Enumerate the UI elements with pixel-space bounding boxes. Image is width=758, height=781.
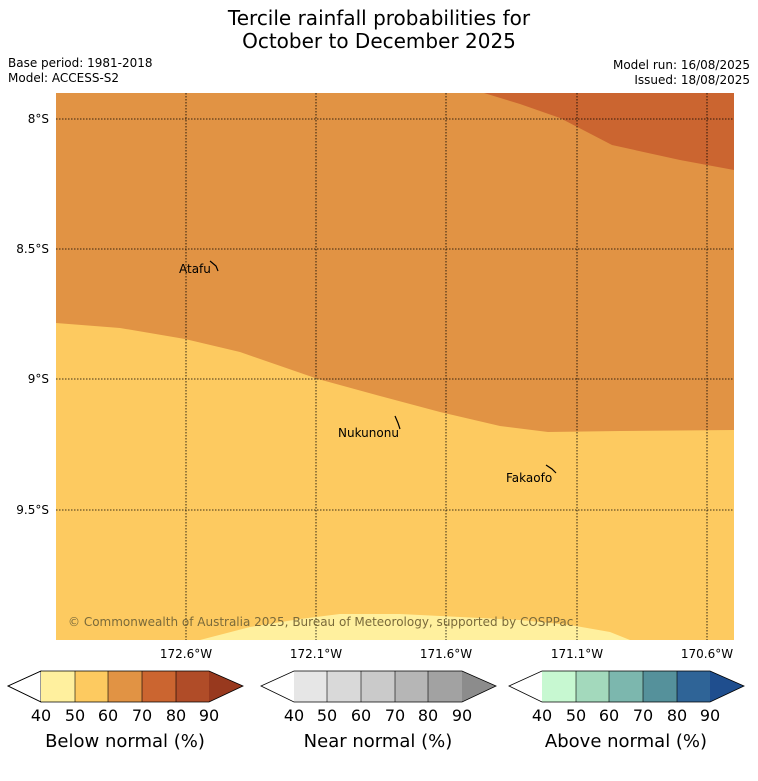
base-period: Base period: 1981-2018 [8, 56, 153, 70]
colorbar-tick: 80 [667, 706, 687, 725]
colorbar-tick: 70 [385, 706, 405, 725]
colorbar-tick: 60 [599, 706, 619, 725]
colorbar-near: 40 50 60 70 80 90 Near normal (%) [260, 670, 497, 752]
colorbar-tick: 40 [284, 706, 304, 725]
colorbar-below-bin [176, 671, 209, 702]
colorbar-tick: 90 [700, 706, 720, 725]
colorbar-near-bin [294, 671, 327, 702]
colorbar-above-bin [609, 671, 643, 702]
lon-tick-label: 170.6°W [681, 647, 733, 661]
model-run: Model run: 16/08/2025 [612, 58, 750, 72]
place-label-nukunonu: Nukunonu [338, 426, 399, 440]
colorbar-tick: 50 [65, 706, 85, 725]
map-title-line1: Tercile rainfall probabilities for [227, 6, 531, 30]
colorbar-near-title: Near normal (%) [304, 731, 453, 752]
lon-tick-label: 171.1°W [551, 647, 603, 661]
colorbar-tick: 40 [31, 706, 51, 725]
model-name: Model: ACCESS-S2 [8, 71, 120, 85]
colorbar-above-bin [677, 671, 710, 702]
lat-tick-label: 8.5°S [16, 242, 49, 256]
colorbar-above-min-arrow [509, 671, 542, 702]
colorbar-tick: 80 [418, 706, 438, 725]
map-title-line2: October to December 2025 [242, 29, 516, 53]
colorbar-tick: 40 [532, 706, 552, 725]
region-below-40-50 [200, 614, 630, 640]
lon-tick-label: 171.6°W [420, 647, 472, 661]
colorbar-tick: 60 [98, 706, 118, 725]
colorbar-tick: 90 [199, 706, 219, 725]
colorbar-above-title: Above normal (%) [545, 731, 707, 752]
region-below-60-70 [56, 93, 734, 432]
meta-right: Model run: 16/08/2025 Issued: 18/08/2025 [613, 58, 750, 88]
latitude-ticks: 8°S 8.5°S 9°S 9.5°S [16, 112, 49, 517]
map-panel: Atafu Nukunonu Fakaofo © Commonwealth of… [56, 93, 734, 640]
colorbar-below-bin [75, 671, 108, 702]
colorbar-near-bin [428, 671, 462, 702]
lon-tick-label: 172.1°W [290, 647, 342, 661]
colorbar-below-min-arrow [7, 670, 42, 703]
colorbar-near-bin [395, 671, 428, 702]
colorbar-below: 40 50 60 70 80 90 Below normal (%) [7, 670, 244, 752]
colorbar-above-max-arrow [710, 671, 744, 702]
colorbar-near-max-arrow [462, 671, 496, 702]
colorbar-tick: 60 [351, 706, 371, 725]
colorbar-below-bin [142, 671, 176, 702]
nukunonu-island [394, 415, 401, 430]
fakaofo-island [545, 464, 557, 474]
lon-tick-label: 172.6°W [160, 647, 212, 661]
colorbar-tick: 50 [566, 706, 586, 725]
lat-tick-label: 8°S [28, 112, 49, 126]
atafu-island [209, 260, 219, 272]
lat-tick-label: 9°S [28, 372, 49, 386]
colorbar-below-max-arrow [209, 671, 243, 702]
colorbar-above-bin [542, 671, 576, 702]
colorbar-below-bin [41, 671, 75, 702]
place-label-atafu: Atafu [179, 262, 211, 276]
colorbar-tick: 50 [317, 706, 337, 725]
issued-date: Issued: 18/08/2025 [634, 73, 750, 87]
copyright-notice: © Commonwealth of Australia 2025, Bureau… [68, 615, 573, 629]
lat-tick-label: 9.5°S [16, 503, 49, 517]
longitude-ticks: 172.6°W 172.1°W 171.6°W 171.1°W 170.6°W [160, 647, 733, 661]
colorbar-tick: 70 [633, 706, 653, 725]
colorbar-below-bin [108, 671, 142, 702]
region-below-70-80 [484, 93, 734, 170]
colorbar-above-bin [643, 671, 677, 702]
island-outlines [209, 260, 557, 474]
colorbar-tick: 70 [132, 706, 152, 725]
graticule [56, 93, 734, 640]
colorbar-above: 40 50 60 70 80 90 Above normal (%) [508, 670, 745, 752]
colorbar-tick: 90 [452, 706, 472, 725]
colorbar-above-bin [576, 671, 609, 702]
meta-left: Base period: 1981-2018 Model: ACCESS-S2 [8, 56, 153, 86]
colorbar-near-bin [361, 671, 395, 702]
place-label-fakaofo: Fakaofo [506, 471, 552, 485]
colorbar-near-min-arrow [261, 671, 294, 702]
colorbar-below-title: Below normal (%) [45, 731, 205, 752]
colorbar-tick: 80 [166, 706, 186, 725]
colorbar-near-bin [327, 671, 361, 702]
